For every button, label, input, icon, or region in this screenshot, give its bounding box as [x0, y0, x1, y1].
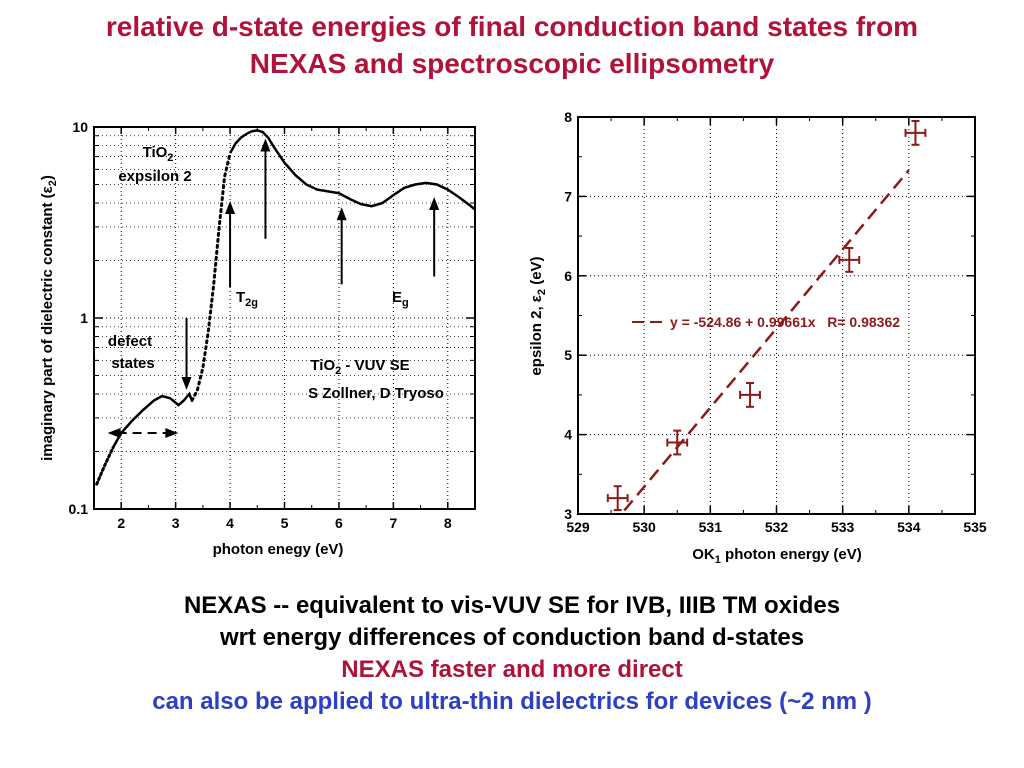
right-xlabel-rest: photon energy (eV) [721, 546, 862, 563]
left-ylabel-symbol: ε [39, 186, 56, 193]
right-tick-labels: 529 530 531 532 533 534 535 3 4 5 6 7 8 [564, 109, 987, 535]
left-x-tick-label: 5 [281, 515, 289, 531]
left-ylabel-sub: 2 [47, 180, 59, 186]
transition-arrow-head [336, 207, 347, 221]
right-y-tick-label: 6 [564, 268, 572, 284]
eg-main: E [392, 289, 402, 306]
right-ylabel-close: (eV) [528, 256, 545, 289]
right-x-axis-label: OK1 photon energy (eV) [692, 546, 861, 566]
summary-line-1: NEXAS -- equivalent to vis-VUV SE for IV… [183, 592, 841, 619]
linear-fit [623, 169, 910, 512]
description-label: expsilon 2 [118, 168, 191, 185]
left-plot-frame [93, 126, 476, 510]
transition-arrow-head [429, 197, 440, 211]
slide-title: relative d-state energies of final condu… [0, 8, 1024, 82]
defect-label-line-2: states [111, 355, 154, 372]
epsilon2-main-curve [229, 129, 476, 211]
source-label: TiO2 - VUV SE [310, 357, 409, 377]
left-ylabel-main: imaginary part of dielectric constant ( [39, 193, 56, 461]
source-sub: 2 [335, 365, 341, 377]
right-x-tick-label: 532 [765, 519, 789, 535]
data-point [739, 381, 761, 408]
authors-label: S Zollner, D Tryoso [308, 385, 444, 402]
left-x-tick-label: 6 [335, 515, 343, 531]
epsilon2-low-energy-dots [95, 446, 115, 486]
transition-arrows [107, 138, 440, 438]
eg-label: Eg [392, 289, 409, 309]
left-x-tick-label: 7 [389, 515, 397, 531]
right-plot-frame [577, 116, 976, 515]
epsilon2-onset-dots [190, 151, 232, 402]
left-x-axis-label: photon enegy (eV) [213, 541, 344, 558]
right-x-tick-label: 531 [699, 519, 723, 535]
data-points [606, 119, 927, 512]
source-main: TiO [310, 357, 335, 374]
title-line-2: NEXAS and spectroscopic ellipsometry [249, 48, 775, 79]
right-ylabel-symbol: ε [528, 295, 545, 302]
data-point [838, 247, 861, 273]
material-main: TiO [143, 144, 168, 161]
defect-label-line-1: defect [108, 333, 152, 350]
epsilon2-vs-ok1-chart: 529 530 531 532 533 534 535 3 4 5 6 7 8 epsilon 2, ε… [528, 109, 987, 566]
epsilon2-curve [95, 129, 476, 486]
right-x-tick-label: 535 [963, 519, 987, 535]
left-x-tick-label: 4 [226, 515, 234, 531]
right-y-tick-label: 3 [564, 506, 572, 522]
source-rest: - VUV SE [341, 357, 409, 374]
material-sub: 2 [167, 152, 173, 164]
data-point [606, 485, 629, 512]
t2g-sub: 2g [245, 297, 258, 309]
transition-arrow-head [181, 376, 192, 390]
defect-range-arrow-head [165, 427, 179, 438]
left-y-axis-label: imaginary part of dielectric constant (ε… [39, 175, 59, 461]
t2g-main: T [236, 289, 245, 306]
data-point [666, 429, 689, 456]
left-x-tick-label: 8 [444, 515, 452, 531]
right-y-tick-label: 5 [564, 347, 572, 363]
right-xlabel-main: OK [692, 546, 715, 563]
summary-line-4: can also be applied to ultra-thin dielec… [152, 688, 872, 715]
data-point [904, 119, 927, 146]
transition-arrow-head [260, 138, 271, 152]
material-label: TiO2 [143, 144, 174, 164]
summary-line-2: wrt energy differences of conduction ban… [219, 624, 805, 651]
left-ticks [94, 126, 475, 510]
left-x-tick-label: 2 [117, 515, 125, 531]
left-y-tick-label: 10 [72, 119, 88, 135]
right-x-tick-label: 533 [831, 519, 855, 535]
summary-line-3: NEXAS faster and more direct [341, 656, 683, 683]
epsilon2-spectrum-chart: 2 3 4 5 6 7 8 0.1 1 10 imaginary part of dielectr… [39, 119, 476, 558]
fit-line [623, 169, 910, 512]
fit-legend: y = -524.86 + 0.99661x R= 0.98362 [632, 314, 900, 330]
summary-text: NEXAS -- equivalent to vis-VUV SE for IV… [0, 590, 1024, 718]
transition-arrow-head [225, 200, 236, 214]
right-y-tick-label: 7 [564, 188, 572, 204]
right-x-tick-label: 534 [897, 519, 921, 535]
defect-range-arrow-head [107, 427, 121, 438]
left-x-tick-label: 3 [172, 515, 180, 531]
t2g-label: T2g [236, 289, 258, 309]
eg-sub: g [402, 297, 409, 309]
right-x-tick-label: 530 [632, 519, 656, 535]
epsilon2-defect-region [112, 391, 194, 449]
left-y-tick-label: 0.1 [69, 501, 89, 517]
fit-legend-text: y = -524.86 + 0.99661x R= 0.98362 [670, 314, 900, 330]
right-xlabel-sub: 1 [715, 554, 721, 566]
left-y-tick-label: 1 [80, 310, 88, 326]
right-y-tick-label: 8 [564, 109, 572, 125]
title-line-1: relative d-state energies of final condu… [105, 11, 919, 42]
left-tick-labels: 2 3 4 5 6 7 8 0.1 1 10 [69, 119, 452, 531]
left-ylabel-close: ) [39, 175, 56, 180]
right-ylabel-sub: 2 [536, 289, 548, 295]
right-y-tick-label: 4 [564, 427, 572, 443]
right-y-axis-label: epsilon 2, ε2 (eV) [528, 256, 548, 375]
right-x-tick-label: 529 [566, 519, 590, 535]
right-ylabel-main: epsilon 2, [528, 302, 545, 375]
